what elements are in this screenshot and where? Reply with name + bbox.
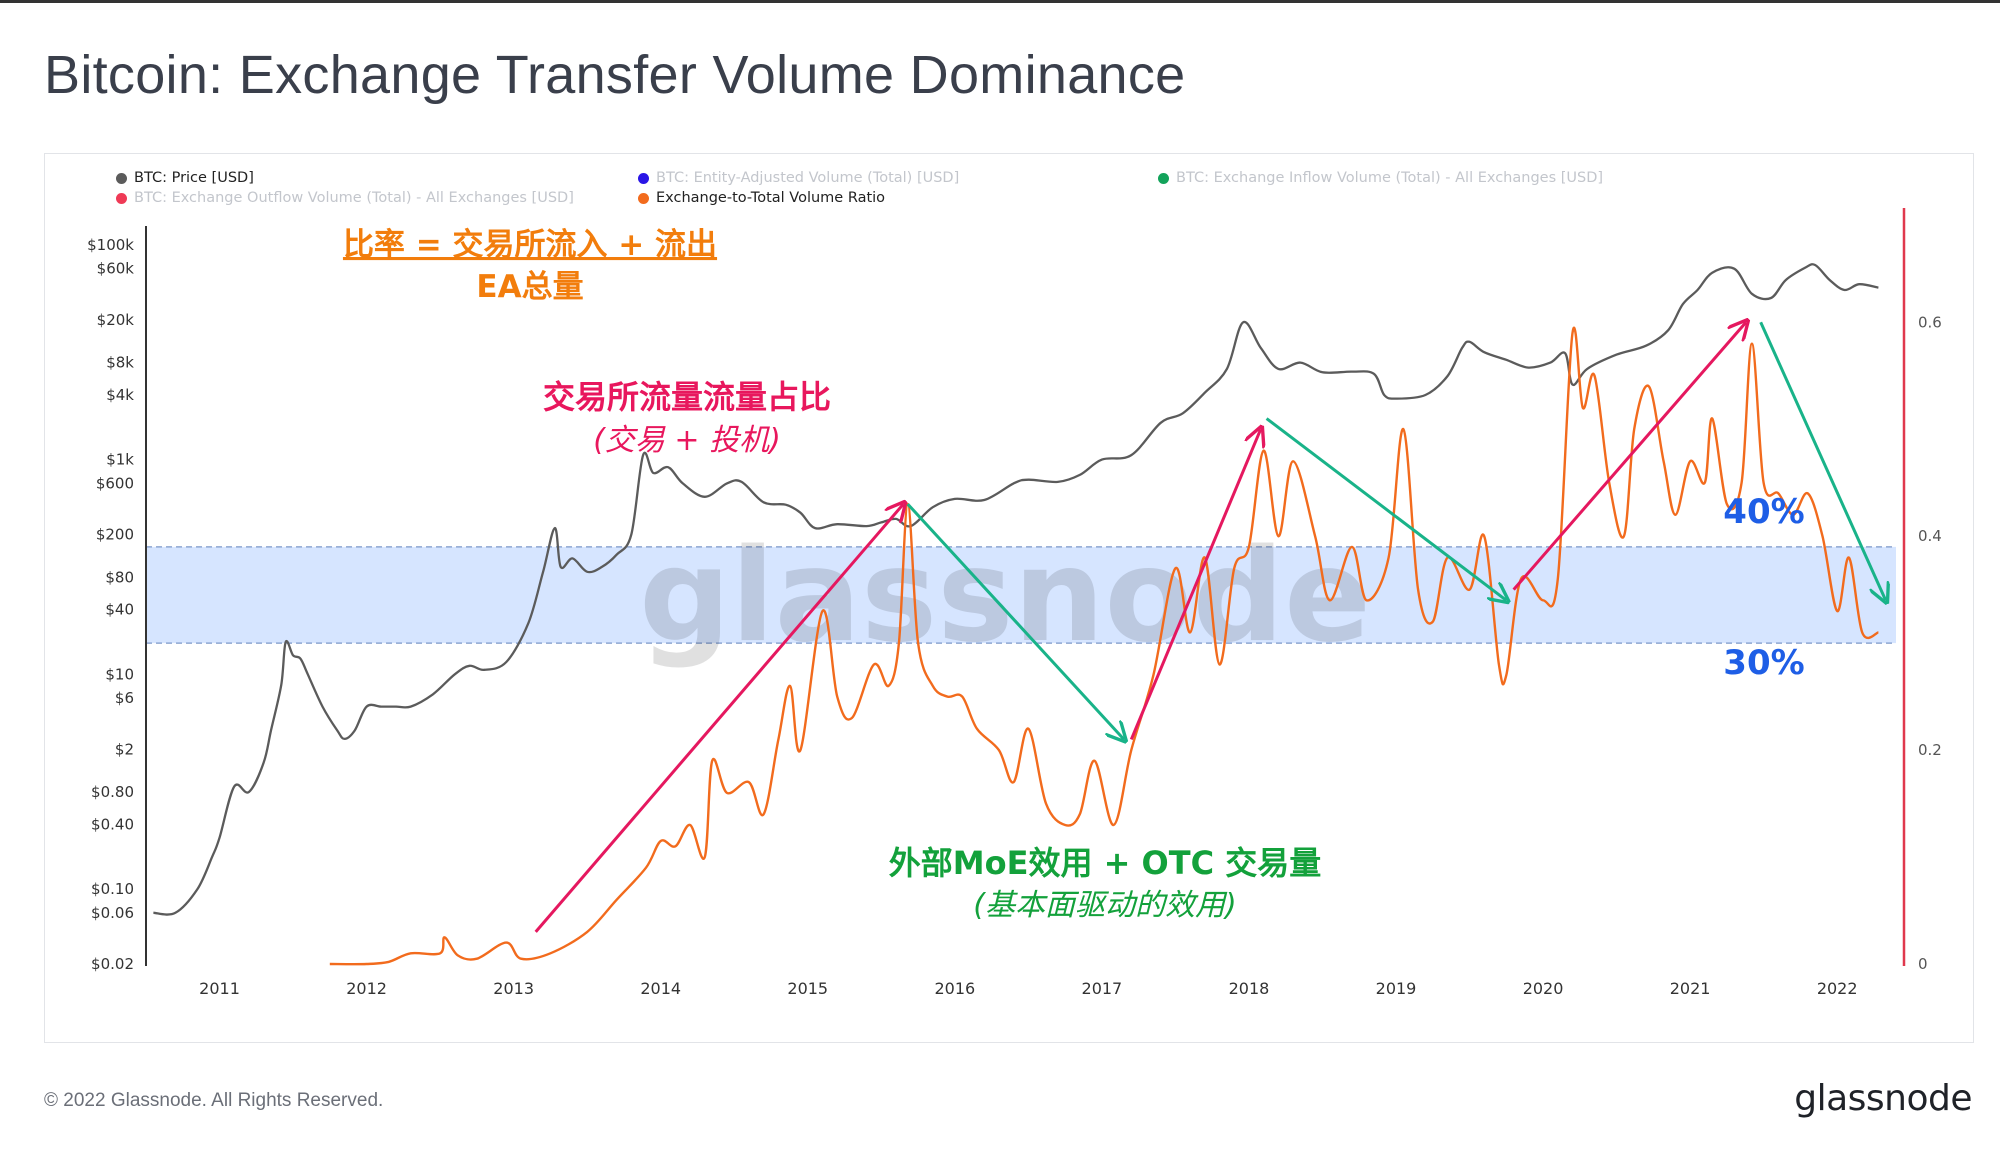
annotation-external-title: 外部MoE效用 + OTC 交易量 (889, 844, 1321, 882)
legend-item-ratio[interactable]: Exchange-to-Total Volume Ratio (638, 190, 885, 206)
y-left-tick-label: $80 (105, 568, 134, 586)
x-tick-label: 2017 (1082, 979, 1123, 998)
axes-layer: $100k $60k $20k $8k $4k $1k $600 $200 $80 $40 $10 $… (87, 208, 1942, 998)
legend-item-price[interactable]: BTC: Price [USD] (116, 170, 254, 186)
y-left-tick-label: $600 (96, 474, 134, 492)
y-left-tick-label: $0.02 (91, 955, 134, 973)
glassnode-logo: glassnode (1794, 1078, 1972, 1119)
legend-item-entity-volume[interactable]: BTC: Entity-Adjusted Volume (Total) [USD… (638, 170, 959, 186)
y-left-tick-label: $60k (97, 260, 135, 278)
x-tick-label: 2018 (1229, 979, 1270, 998)
legend-label-entity-volume: BTC: Entity-Adjusted Volume (Total) [USD… (656, 170, 960, 186)
x-tick-label: 2016 (934, 979, 975, 998)
legend-label-ratio: Exchange-to-Total Volume Ratio (656, 190, 886, 206)
y-right-tick-label: 0.4 (1918, 527, 1942, 545)
x-tick-label: 2015 (787, 979, 828, 998)
y-left-tick-label: $0.40 (91, 815, 134, 833)
x-tick-label: 2019 (1376, 979, 1417, 998)
annotation-external-sub: (基本面驱动的效用) (973, 888, 1236, 923)
y-left-tick-label: $1k (106, 451, 134, 469)
legend-label-price: BTC: Price [USD] (134, 170, 254, 186)
legend-item-inflow[interactable]: BTC: Exchange Inflow Volume (Total) - Al… (1158, 170, 1603, 186)
trend-arrow-green (1759, 321, 1886, 600)
trend-arrow-pink (534, 504, 904, 933)
y-left-tick-label: $20k (97, 311, 135, 329)
y-left-tick-label: $100k (87, 236, 134, 254)
y-left-tick-label: $4k (106, 386, 134, 404)
arrow-layer (534, 321, 1886, 933)
y-left-tick-label: $40 (105, 601, 134, 619)
legend-dot-price (116, 172, 127, 184)
x-tick-label: 2014 (640, 979, 681, 998)
legend-dot-inflow (1158, 172, 1169, 184)
legend-dot-ratio (638, 192, 649, 204)
legend-dot-entity-volume (638, 172, 649, 184)
legend-label-outflow: BTC: Exchange Outflow Volume (Total) - A… (134, 190, 574, 206)
y-left-tick-label: $200 (96, 526, 134, 544)
y-left-tick-label: $0.80 (91, 783, 134, 801)
x-tick-label: 2012 (346, 979, 387, 998)
annotation-formula-top: 比率 = 交易所流入 + 流出 (343, 227, 717, 263)
ratio-layer (329, 326, 1879, 966)
y-left-tick-label: $8k (106, 354, 134, 372)
y-left-tick-label: $0.10 (91, 880, 134, 898)
trend-arrow-pink (1512, 322, 1746, 591)
x-tick-label: 2013 (493, 979, 534, 998)
band-upper-label: 40% (1723, 492, 1804, 532)
legend-label-inflow: BTC: Exchange Inflow Volume (Total) - Al… (1176, 170, 1604, 186)
y-right-tick-label: 0.2 (1918, 741, 1942, 759)
y-left-tick-label: $10 (105, 665, 134, 683)
y-right-tick-label: 0.6 (1918, 313, 1942, 331)
y-left-tick-label: $2 (115, 740, 134, 758)
trend-arrow-green (906, 503, 1124, 739)
x-tick-label: 2021 (1670, 979, 1711, 998)
band-lower-label: 30% (1723, 643, 1804, 683)
annotation-exchange-title: 交易所流量流量占比 (543, 378, 831, 416)
trend-arrow-pink (1129, 429, 1260, 740)
top-border (0, 0, 2000, 3)
watermark-text: glassnode (639, 522, 1371, 671)
copyright-footer: © 2022 Glassnode. All Rights Reserved. (44, 1090, 384, 1111)
x-tick-label: 2022 (1817, 979, 1858, 998)
ratio-series-line (329, 326, 1879, 966)
annotation-formula-bottom: EA总量 (476, 269, 583, 305)
x-tick-label: 2020 (1523, 979, 1564, 998)
y-left-tick-label: $6 (115, 689, 134, 707)
trend-arrow-green (1265, 417, 1507, 601)
legend-item-outflow[interactable]: BTC: Exchange Outflow Volume (Total) - A… (116, 190, 574, 206)
annotation-exchange-sub: (交易 + 投机) (593, 423, 781, 458)
y-right-tick-label: 0 (1918, 955, 1928, 973)
chart-legend: BTC: Price [USD] BTC: Entity-Adjusted Vo… (44, 170, 1944, 210)
page-title: Bitcoin: Exchange Transfer Volume Domina… (44, 45, 1186, 105)
legend-dot-outflow (116, 192, 127, 204)
x-tick-label: 2011 (199, 979, 240, 998)
y-left-tick-label: $0.06 (91, 904, 134, 922)
